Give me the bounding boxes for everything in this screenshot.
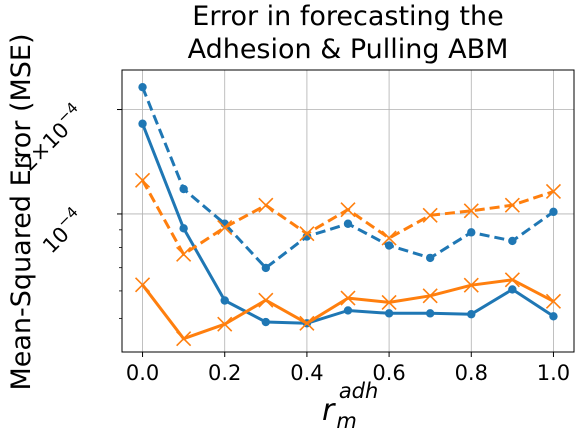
series-2-point (138, 119, 147, 128)
series-3-point (176, 246, 192, 262)
series-4-point (504, 272, 520, 288)
x-axis-label-sub: m (336, 409, 356, 432)
chart-title-line-2: Adhesion & Pulling ABM (188, 34, 509, 65)
series-3-point (381, 230, 397, 246)
x-tick-label: 0.4 (290, 361, 323, 385)
x-tick-label: 0.6 (372, 361, 405, 385)
series-1-point (467, 228, 476, 237)
series-3-point (217, 219, 233, 236)
series-1-point (138, 82, 147, 92)
x-tick-label: 0.0 (126, 361, 159, 385)
series-layer (134, 82, 562, 347)
x-axis-label: rm adh (322, 379, 378, 432)
series-3-point (545, 183, 562, 200)
series-3-point (299, 226, 315, 242)
series-4-point (463, 277, 479, 293)
series-1-point (549, 207, 558, 217)
series-2 (138, 119, 558, 328)
series-4-point (299, 315, 315, 331)
x-axis-label-base: r (322, 393, 336, 428)
series-1-point (179, 184, 188, 194)
series-3-point (134, 172, 151, 188)
series-4-point (422, 288, 438, 304)
series-2-point (384, 309, 394, 318)
y-tick-label: 10−4 (34, 203, 89, 258)
x-tick-label: 0.2 (208, 361, 241, 385)
x-tick-label: 1.0 (537, 361, 570, 385)
chart-title-line-1: Error in forecasting the (192, 1, 503, 32)
series-2-point (508, 285, 517, 294)
series-2-point (425, 309, 435, 318)
series-2-point (261, 317, 271, 327)
series-3-point (422, 207, 438, 223)
series-4-point (258, 292, 274, 308)
series-4 (134, 272, 562, 347)
series-2-point (549, 312, 558, 321)
plot-frame (121, 69, 575, 353)
series-2-point (220, 296, 229, 305)
series-3 (134, 172, 562, 262)
series-1-point (261, 263, 271, 273)
series-4-point (217, 316, 233, 332)
tick-layer: 0.0 0.2 0.4 0.6 0.8 1.010−42×10−4 (16, 99, 570, 385)
series-2-point (467, 310, 476, 319)
x-tick-label: 0.8 (455, 361, 488, 385)
series-1-point (343, 219, 353, 228)
series-1-point (302, 232, 312, 241)
series-1-point (508, 236, 517, 246)
series-3-point (504, 197, 520, 213)
series-4-point (340, 290, 356, 306)
series-3-point (258, 197, 274, 213)
series-2-point (343, 306, 353, 315)
series-4-point (545, 293, 562, 309)
series-3-point (463, 203, 479, 219)
series-2-point (179, 224, 188, 233)
y-axis-label: Mean-Squared Error (MSE) (6, 33, 37, 390)
series-1-point (384, 241, 394, 250)
series-4-point (176, 331, 192, 347)
x-axis-label-sup: adh (339, 379, 379, 403)
series-3-line (141, 179, 554, 256)
series-1-point (425, 253, 435, 263)
series-4-point (134, 277, 151, 293)
series-3-point (340, 202, 356, 218)
series-4-point (381, 294, 397, 310)
